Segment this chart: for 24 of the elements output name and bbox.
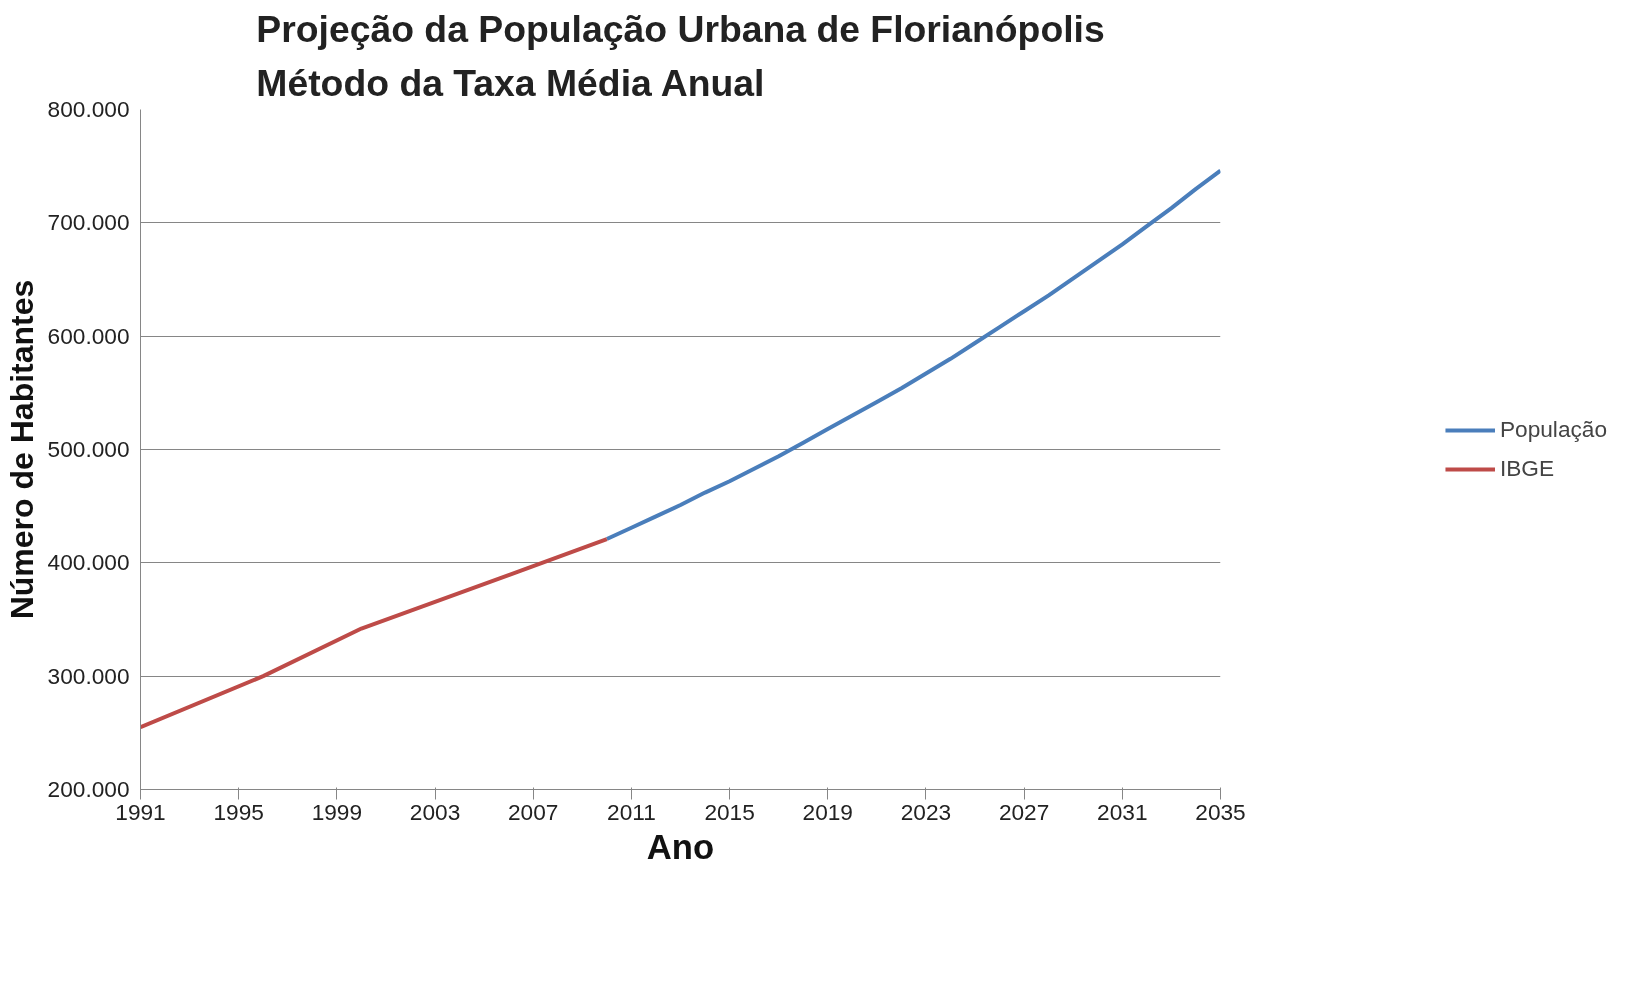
- line-series: [604, 168, 1221, 542]
- x-tick-label: 2019: [802, 798, 853, 825]
- x-tick-label: 2035: [1195, 798, 1246, 825]
- legend-label: IBGE: [1499, 455, 1555, 482]
- x-tick-label: 2011: [607, 798, 656, 825]
- y-axis-title: Número de Habitantes: [3, 279, 40, 620]
- line-series: [140, 537, 609, 730]
- y-tick-label: 500.000: [47, 436, 130, 462]
- y-tick-label: 400.000: [47, 549, 130, 576]
- y-tick-label: 300.000: [47, 662, 130, 689]
- x-tick-label: 1995: [213, 798, 264, 825]
- x-tick-label: 2027: [998, 798, 1050, 825]
- y-tick-label: 700.000: [47, 209, 130, 236]
- x-axis-title: Ano: [646, 827, 715, 866]
- x-tick-label: 2031: [1097, 798, 1148, 825]
- legend-label: População: [1499, 416, 1608, 443]
- x-tick-label: 2015: [704, 798, 755, 825]
- x-tick-label: 2023: [900, 798, 952, 825]
- x-tick-label: 2007: [508, 798, 559, 825]
- y-tick-label: 600.000: [47, 322, 130, 349]
- x-tick-label: 1999: [311, 798, 363, 825]
- x-tick-label: 2003: [409, 798, 461, 825]
- y-tick-label: 800.000: [47, 96, 130, 122]
- chart-title: Projeção da População Urbana de Florianópolis Método da Taxa Média Anual: [256, 7, 1105, 105]
